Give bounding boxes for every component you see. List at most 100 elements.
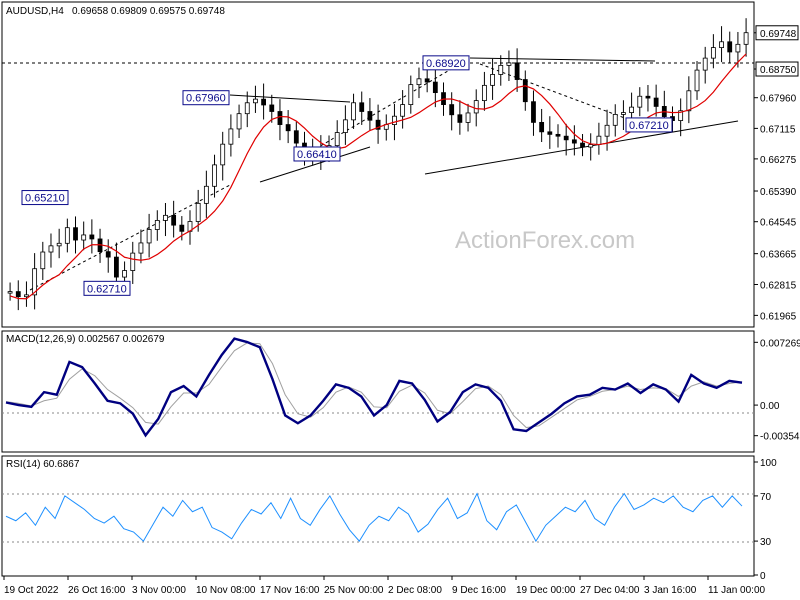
candle-body xyxy=(498,64,504,75)
candle-body xyxy=(686,90,692,112)
annotation-box xyxy=(625,117,673,133)
macd-tick-label: 0.00 xyxy=(760,401,780,412)
candle-body xyxy=(375,119,381,130)
candle-body xyxy=(277,111,283,125)
candle-body xyxy=(179,224,185,232)
candle-body xyxy=(612,114,618,126)
candle-body xyxy=(392,115,397,125)
annotations: 0.67960 0.66410 0.65210 0.62710 0.68920 0.672… xyxy=(21,55,673,296)
candle-body xyxy=(727,41,733,53)
candle-body xyxy=(735,43,741,53)
price-tick-label: 0.61965 xyxy=(760,311,797,322)
annotation-label: 0.67960 xyxy=(186,93,226,105)
candle-body xyxy=(195,202,201,222)
trendline-dashed-3 xyxy=(479,63,631,121)
macd-tick-label: -0.003542 xyxy=(760,432,800,443)
candle-body xyxy=(163,214,168,221)
rsi-tick-label: 70 xyxy=(760,492,772,503)
candle-body xyxy=(334,132,340,147)
candle-body xyxy=(285,124,291,132)
trendline-lower-1 xyxy=(259,146,371,183)
candle-body xyxy=(138,242,144,254)
annotation-label: 0.62710 xyxy=(87,283,127,295)
trendline-upper-1 xyxy=(229,94,351,103)
candle-body xyxy=(253,98,258,104)
x-tick-label: 3 Nov 00:00 xyxy=(132,585,186,596)
moving-average-line xyxy=(9,53,747,300)
price-tick-label: 0.67115 xyxy=(760,124,796,135)
x-tick-label: 25 Nov 00:00 xyxy=(324,585,384,596)
candle-body xyxy=(621,112,626,115)
price-tick-label: 0.69748 xyxy=(760,29,797,40)
candle-body xyxy=(367,111,373,121)
price-axis: 0.69748 0.68750 0.67960 0.67115 0.66275 0.653… xyxy=(754,25,799,322)
candle-body xyxy=(293,130,299,144)
candle-body xyxy=(506,62,512,66)
annotation-label: 0.65210 xyxy=(25,193,65,205)
candle-body xyxy=(465,112,471,123)
candle-body xyxy=(514,62,520,80)
candle-body xyxy=(424,78,430,83)
candle-body xyxy=(89,234,95,240)
candle-body xyxy=(15,291,21,298)
candle-body xyxy=(73,227,78,241)
candle-body xyxy=(481,84,487,102)
annotation-label: 0.66410 xyxy=(297,149,337,161)
candle-body xyxy=(588,144,594,148)
candle-body xyxy=(212,164,217,187)
candle-body xyxy=(719,41,724,48)
candle-body xyxy=(580,142,585,148)
annotation-box xyxy=(182,90,230,106)
price-panel-frame xyxy=(1,1,755,328)
x-tick-label: 19 Dec 00:00 xyxy=(516,585,576,596)
candle-body xyxy=(105,251,111,258)
candle-body xyxy=(244,102,250,115)
candle-body xyxy=(416,78,422,86)
x-tick-label: 17 Nov 16:00 xyxy=(260,585,320,596)
chart-ohlc: 0.69658 0.69809 0.69575 0.69748 xyxy=(72,6,225,17)
candle-body xyxy=(563,135,569,141)
candle-body xyxy=(359,102,365,112)
annotation-box xyxy=(21,190,69,206)
chart-symbol: AUDUSD,H4 xyxy=(6,6,64,17)
candles xyxy=(7,18,749,311)
rsi-axis: 100 70 30 0 xyxy=(754,458,777,582)
x-tick-label: 2 Dec 08:00 xyxy=(388,585,442,596)
candle-body xyxy=(146,229,152,244)
x-tick-label: 19 Oct 2022 xyxy=(4,585,59,596)
candle-body xyxy=(171,214,177,226)
candle-body xyxy=(342,119,348,133)
candle-body xyxy=(629,106,634,113)
candle-body xyxy=(710,47,716,59)
x-tick-label: 26 Oct 16:00 xyxy=(68,585,126,596)
candle-body xyxy=(571,139,577,144)
candle-body xyxy=(555,133,561,137)
candle-body xyxy=(81,234,87,241)
price-tick-label: 0.67960 xyxy=(760,94,797,105)
candle-body xyxy=(40,251,46,270)
candle-body xyxy=(531,101,536,123)
candle-body xyxy=(702,57,708,71)
candle-body xyxy=(56,242,62,247)
annotation-box xyxy=(422,55,470,71)
price-tick-box xyxy=(755,25,799,41)
macd-panel-frame xyxy=(1,330,755,453)
annotation-box xyxy=(293,146,341,162)
candle-body xyxy=(547,131,553,135)
candle-body xyxy=(203,185,209,204)
candle-body xyxy=(645,95,651,99)
macd-line xyxy=(5,337,743,438)
candle-body xyxy=(64,227,70,244)
trendline-dashed-2 xyxy=(299,57,471,159)
watermark: ActionForex.com xyxy=(455,227,635,254)
time-axis: 19 Oct 2022 26 Oct 16:00 3 Nov 00:00 10 Nov… xyxy=(3,576,766,596)
rsi-panel-frame xyxy=(1,455,755,577)
candle-body xyxy=(596,135,602,145)
macd-axis: 0.007269 0.00 -0.003542 xyxy=(754,338,800,443)
candle-body xyxy=(130,252,136,271)
annotation-box xyxy=(83,280,131,296)
price-tick-label: 0.65390 xyxy=(760,187,797,198)
candle-body xyxy=(449,104,455,116)
price-tick-label: 0.63665 xyxy=(760,250,797,261)
x-tick-label: 11 Jan 00:00 xyxy=(708,585,766,596)
